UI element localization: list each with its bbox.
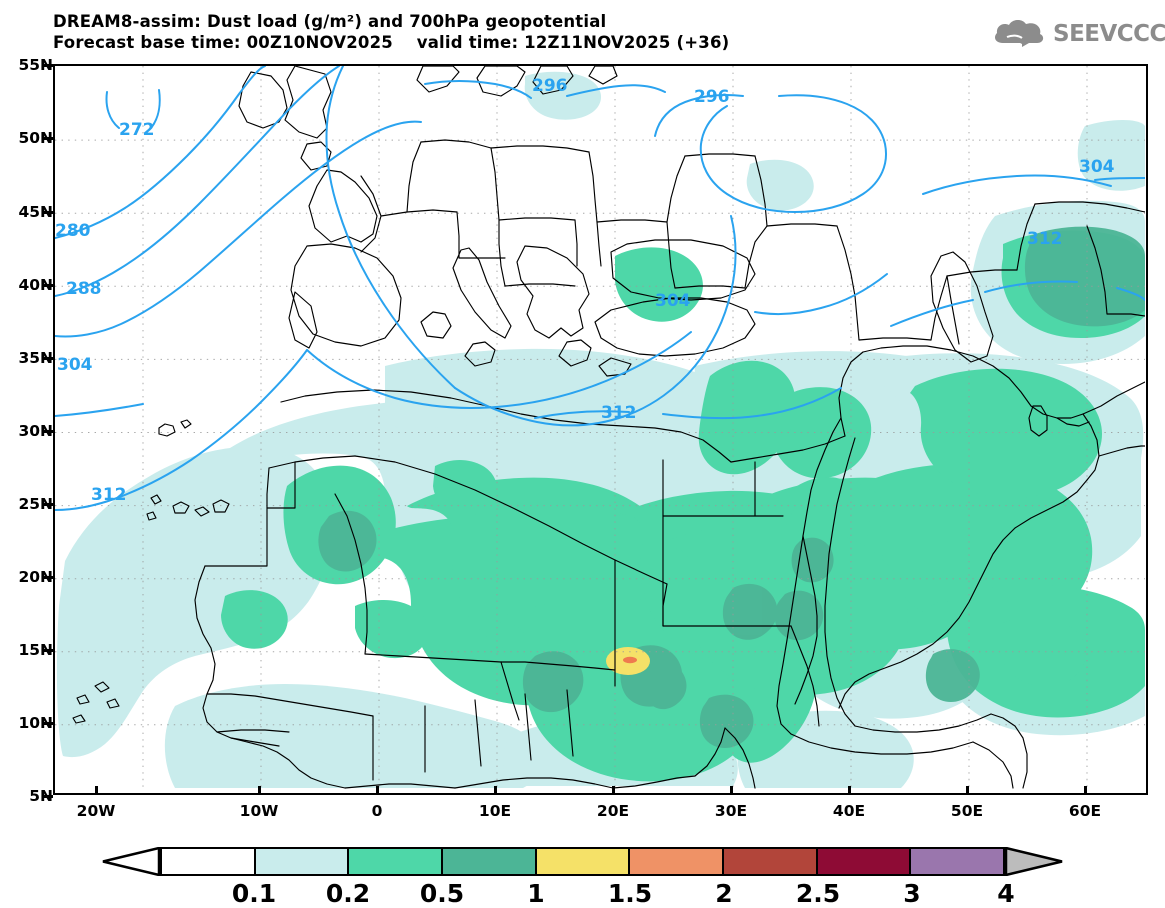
cbar-cell-3 — [442, 847, 536, 876]
cbar-cell-0 — [160, 847, 255, 876]
cbar-cell-2 — [348, 847, 443, 876]
ylabel-40N: 40N — [18, 276, 53, 294]
ylabel-30N: 30N — [18, 422, 53, 440]
xlabel-20E: 20E — [596, 802, 630, 820]
map-canvas: 272 296 296 280 288 304 304 304 312 312 … — [55, 66, 1146, 793]
geopotential-contours — [55, 66, 1145, 511]
cloud-icon — [991, 17, 1047, 51]
xlabel-10W: 10W — [239, 802, 279, 820]
contour-label-304-b: 304 — [57, 355, 93, 375]
cbar-label-0: 0.1 — [231, 879, 277, 908]
ylabel-20N: 20N — [18, 568, 53, 586]
cbar-cell-5 — [629, 847, 724, 876]
chart-header: DREAM8-assim: Dust load (g/m²) and 700hP… — [0, 0, 1165, 64]
logo-text: SEEVCCC — [1053, 20, 1165, 47]
cbar-label-6: 2.5 — [795, 879, 841, 908]
cbar-cell-7 — [816, 847, 911, 876]
colorbar-under-arrow — [102, 847, 160, 876]
ytick-20N — [44, 576, 53, 579]
ytick-25N — [44, 503, 53, 506]
graticule — [55, 66, 1145, 792]
ylabel-50N: 50N — [18, 129, 53, 147]
ylabel-35N: 35N — [18, 349, 53, 367]
contour-label-296-a: 296 — [532, 76, 568, 96]
contour-label-312-a: 312 — [1027, 229, 1063, 249]
cbar-cell-4 — [535, 847, 630, 876]
ylabel-15N: 15N — [18, 641, 53, 659]
xlabel-20W: 20W — [76, 802, 116, 820]
cbar-cell-6 — [723, 847, 817, 876]
cbar-cell-8 — [910, 847, 1006, 876]
ylabel-45N: 45N — [18, 203, 53, 221]
ytick-10N — [44, 722, 53, 725]
chart-title: DREAM8-assim: Dust load (g/m²) and 700hP… — [53, 12, 607, 31]
xlabel-30E: 30E — [714, 802, 748, 820]
cbar-label-7: 3 — [903, 879, 921, 908]
ylabel-25N: 25N — [18, 495, 53, 513]
ytick-55N — [44, 64, 53, 67]
forecast-map[interactable]: 272 296 296 280 288 304 304 304 312 312 … — [53, 64, 1148, 795]
cbar-label-8: 4 — [997, 879, 1015, 908]
ylabel-10N: 10N — [18, 714, 53, 732]
contour-label-304-a: 304 — [1079, 157, 1115, 177]
cbar-label-1: 0.2 — [325, 879, 371, 908]
coastlines — [72, 66, 1145, 789]
contour-label-304-c: 304 — [655, 291, 691, 311]
contour-label-272: 272 — [119, 120, 155, 140]
cbar-cell-1 — [254, 847, 349, 876]
ytick-35N — [44, 357, 53, 360]
ylabel-5N: 5N — [29, 787, 53, 805]
contour-label-312-b: 312 — [91, 485, 127, 505]
colorbar-over-arrow — [1005, 847, 1063, 876]
xlabel-0: 0 — [371, 802, 383, 820]
chart-subtitle: Forecast base time: 00Z10NOV2025 valid t… — [53, 33, 730, 52]
cbar-label-5: 2 — [715, 879, 733, 908]
map-graphics: 272 296 296 280 288 304 304 304 312 312 … — [55, 66, 1145, 792]
ytick-50N — [44, 137, 53, 140]
xlabel-60E: 60E — [1068, 802, 1102, 820]
cbar-label-2: 0.5 — [419, 879, 465, 908]
colorbar-cells — [160, 847, 1006, 876]
xlabel-10E: 10E — [478, 802, 512, 820]
ytick-45N — [44, 211, 53, 214]
cbar-label-4: 1.5 — [607, 879, 653, 908]
contour-label-280: 280 — [55, 221, 91, 241]
xlabel-50E: 50E — [950, 802, 984, 820]
contour-label-312-c: 312 — [601, 403, 637, 423]
ytick-15N — [44, 649, 53, 652]
contour-label-288: 288 — [66, 279, 102, 299]
colorbar[interactable]: 0.1 0.2 0.5 1 1.5 2 2.5 3 4 — [0, 845, 1165, 908]
cbar-label-3: 1 — [527, 879, 545, 908]
xlabel-40E: 40E — [832, 802, 866, 820]
ytick-5N — [44, 795, 53, 798]
dust-band-1p0 — [606, 647, 650, 675]
ytick-30N — [44, 430, 53, 433]
ytick-40N — [44, 284, 53, 287]
contour-label-296-b: 296 — [694, 87, 730, 107]
contour-labels: 272 296 296 280 288 304 304 304 312 312 … — [55, 76, 1115, 505]
seevccc-logo: SEEVCCC — [991, 14, 1165, 54]
